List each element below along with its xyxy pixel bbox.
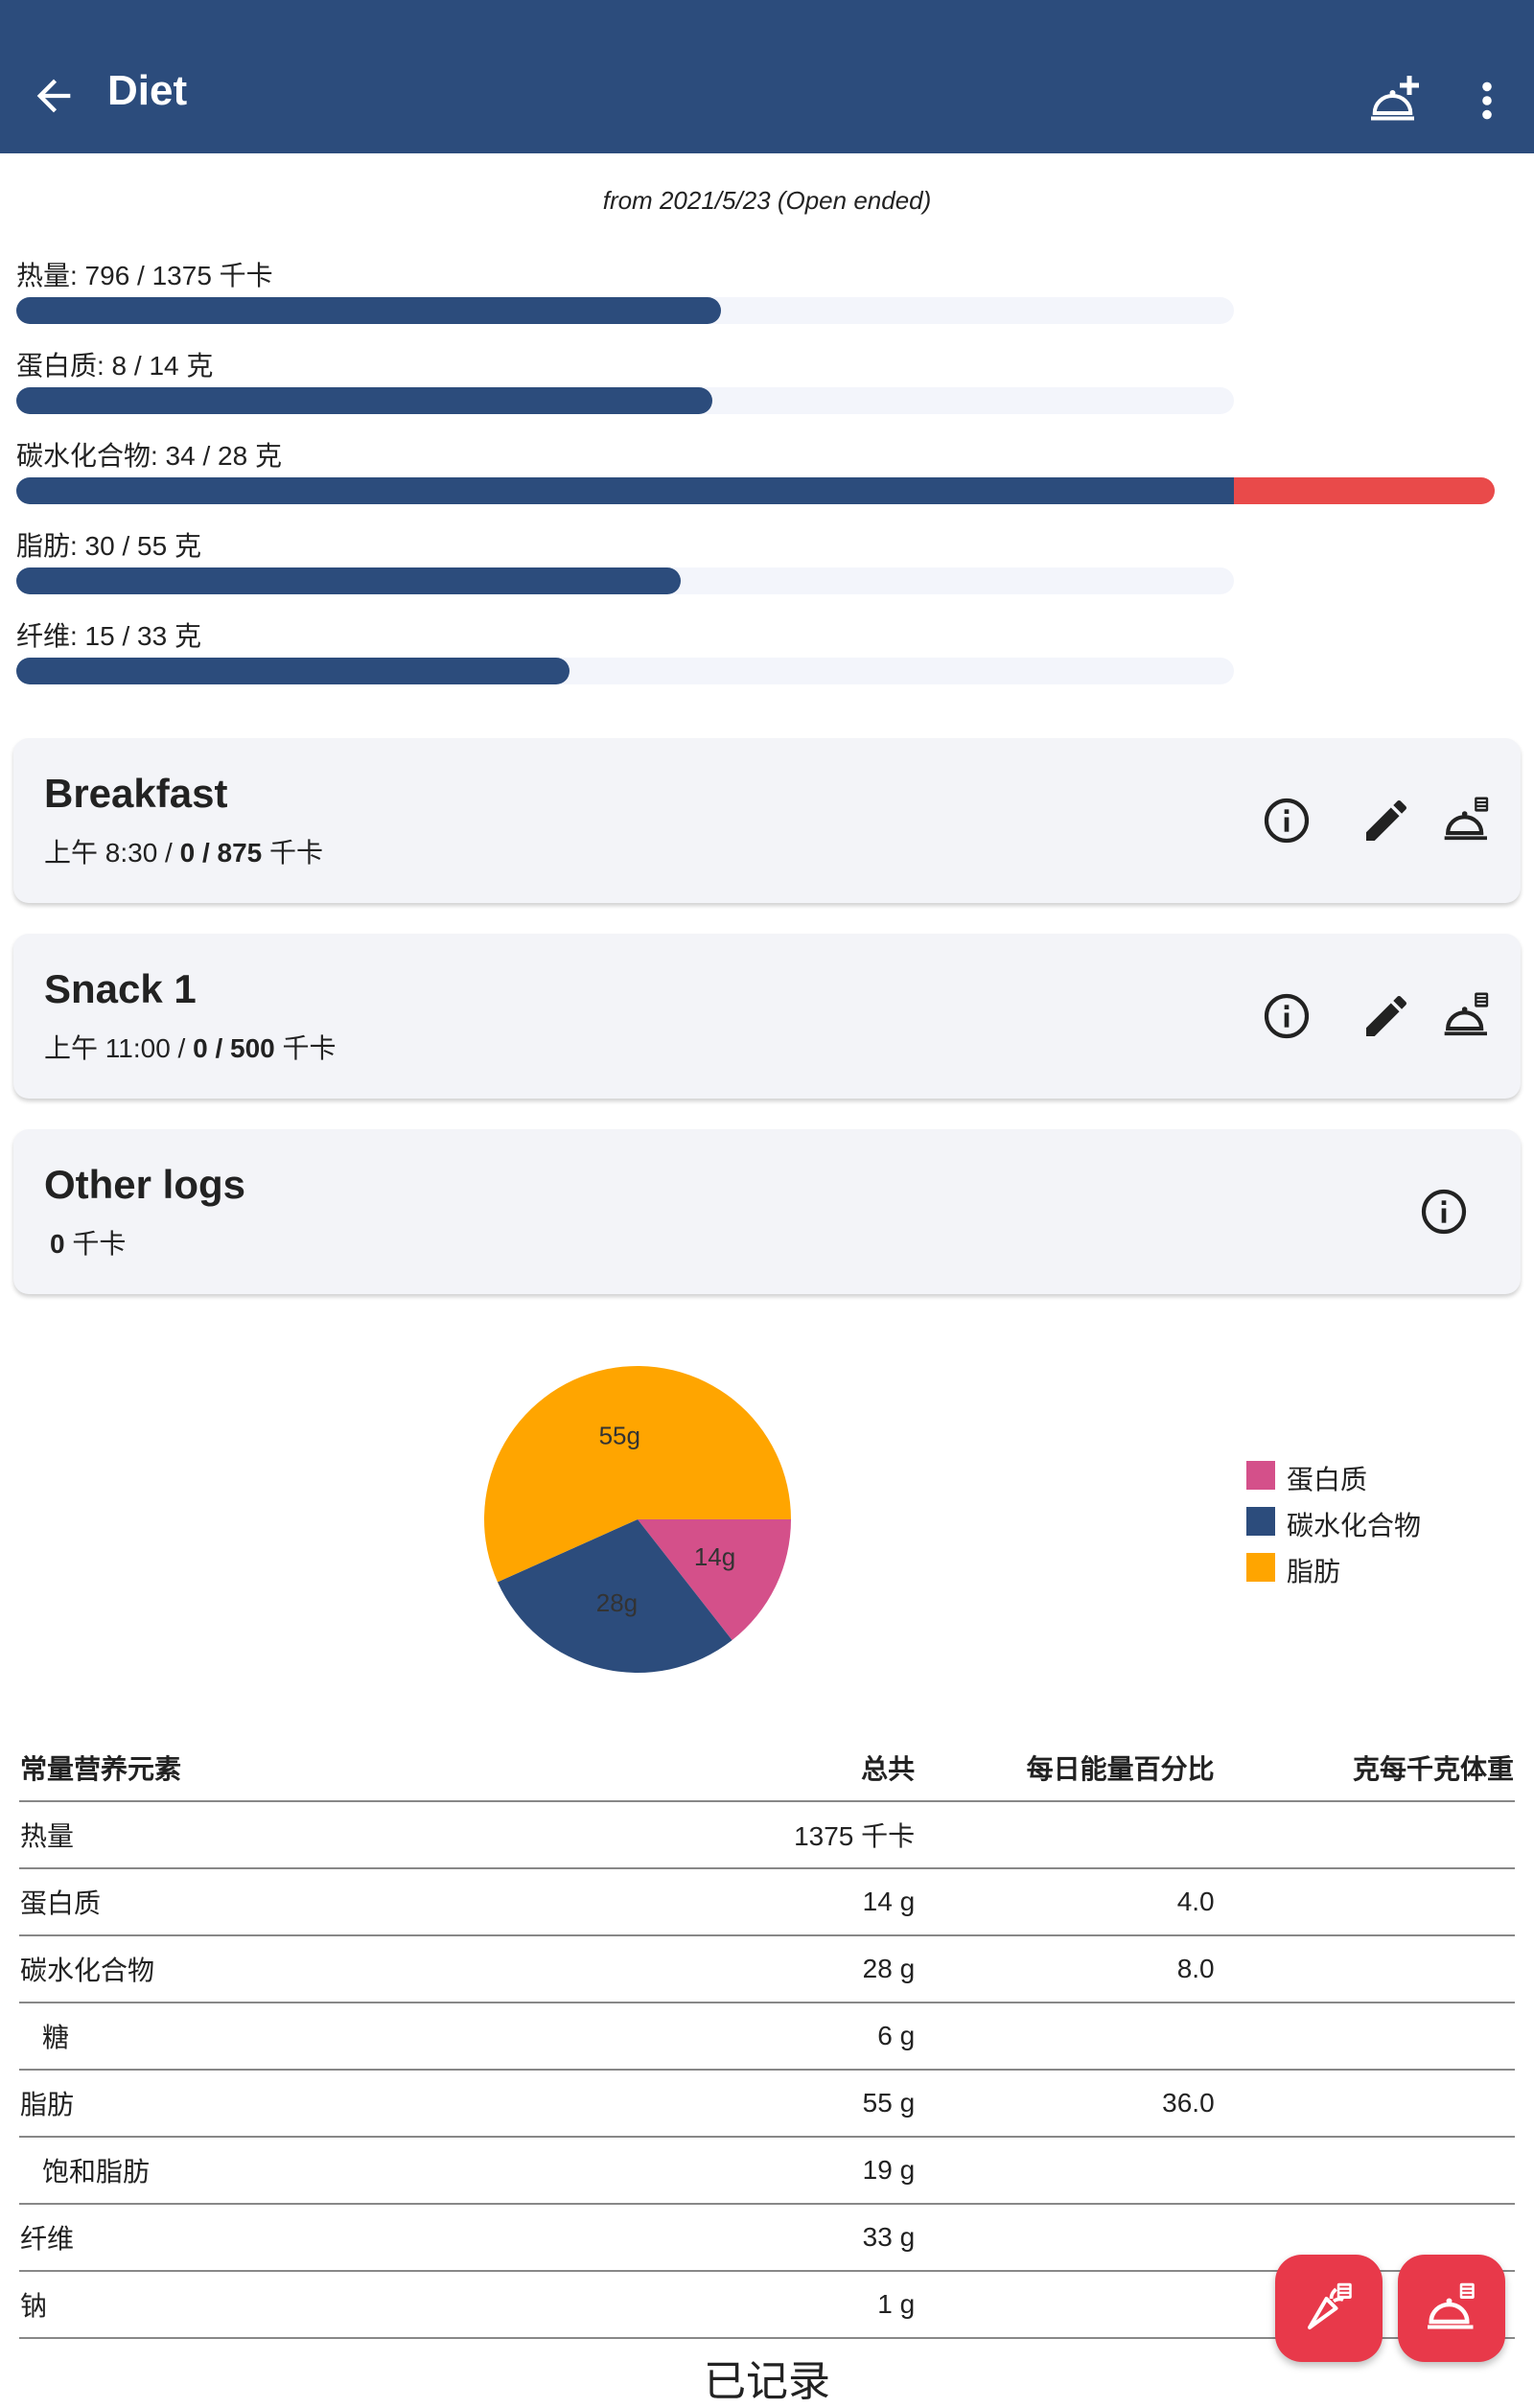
cell-total: 1 g [612,2271,917,2339]
nutrient-label-energy: 热量: 796 / 1375 千卡 [16,261,273,290]
cell-name: 碳水化合物 [19,1935,613,2003]
nutrient-label-fiber: 纤维: 15 / 33 克 [16,621,201,651]
log-ingredient-icon [1308,2282,1352,2329]
cell-g-per-kg [1215,2070,1515,2138]
pie-slice [484,1366,791,1583]
meal-title: Snack 1 [44,966,197,1011]
logged-section-title: 已记录 [704,2357,830,2406]
table-row: 饱和脂肪 19 g [19,2137,1515,2205]
table-row: 热量 1375 千卡 [19,1801,1515,1869]
cell-g-per-kg [1215,1868,1515,1936]
cell-total: 6 g [612,2003,917,2071]
cell-g-per-kg [1215,1801,1515,1869]
other-logs-card[interactable]: Other logs 0 千卡 [13,1129,1521,1294]
col-header: 克每千克体重 [1215,1735,1515,1802]
pie-slice [497,1519,732,1673]
cell-name: 钠 [19,2271,613,2339]
arrow-back-icon[interactable] [29,71,79,121]
log-meal-icon [1428,2282,1475,2329]
cell-daily-percent: 4.0 [916,1868,1216,1936]
cell-daily-percent: 8.0 [916,1935,1216,2003]
diet-period: from 2021/5/23 (Open ended) [602,186,932,215]
col-header: 总共 [612,1735,917,1802]
cell-daily-percent [916,2204,1216,2272]
cell-total: 1375 千卡 [612,1801,917,1869]
meal-title: Breakfast [44,771,228,816]
macro-table: 常量营养元素 总共 每日能量百分比 克每千克体重 热量 1375 千卡 蛋白质 14 … [19,1735,1515,2339]
cell-daily-percent [916,2271,1216,2339]
cell-daily-percent [916,2137,1216,2205]
cell-name: 糖 [19,2003,613,2071]
meal-subtitle: 上午 8:30 / 0 / 875 千卡 [44,838,324,868]
pie-slice-label: 55g [599,1421,640,1449]
cell-g-per-kg [1215,2003,1515,2071]
log-ingredient-button[interactable] [1275,2255,1383,2362]
edit-icon[interactable] [1360,989,1413,1043]
other-logs-title: Other logs [44,1162,246,1207]
edit-icon[interactable] [1360,794,1413,847]
table-header: 常量营养元素 总共 每日能量百分比 克每千克体重 [19,1735,1515,1802]
cell-total: 55 g [612,2070,917,2138]
meal-subtitle: 上午 11:00 / 0 / 500 千卡 [44,1033,337,1063]
more-vert-icon[interactable] [1470,77,1504,125]
cell-g-per-kg [1215,1935,1515,2003]
cell-daily-percent [916,1801,1216,1869]
meal-card-snack-1[interactable]: Snack 1 上午 11:00 / 0 / 500 千卡 [13,934,1521,1099]
cell-total: 33 g [612,2204,917,2272]
cell-daily-percent [916,2003,1216,2071]
pie-slice-label: 14g [694,1542,735,1571]
col-header: 常量营养元素 [19,1735,613,1802]
page-title: Diet [107,67,188,114]
nutrient-label-fat: 脂肪: 30 / 55 克 [16,531,201,561]
cell-g-per-kg [1215,2137,1515,2205]
meal-card-breakfast[interactable]: Breakfast 上午 8:30 / 0 / 875 千卡 [13,738,1521,903]
macro-pie-chart: 14g 28g 55g [484,1366,791,1673]
pie-slice-label: 28g [596,1588,638,1617]
log-meal-button[interactable] [1398,2255,1505,2362]
cell-name: 饱和脂肪 [19,2137,613,2205]
nutrient-label-carbs: 碳水化合物: 34 / 28 克 [16,441,282,471]
cell-total: 28 g [612,1935,917,2003]
table-row: 脂肪 55 g 36.0 [19,2070,1515,2138]
table-row: 纤维 33 g [19,2204,1515,2272]
add-meal-icon[interactable] [1366,71,1424,128]
log-meal-icon[interactable] [1440,794,1494,847]
cell-name: 热量 [19,1801,613,1869]
cell-name: 蛋白质 [19,1868,613,1936]
info-icon[interactable] [1417,1185,1471,1239]
info-icon[interactable] [1260,794,1313,847]
table-row: 蛋白质 14 g 4.0 [19,1868,1515,1936]
app-bar: Diet [0,0,1534,153]
cell-name: 纤维 [19,2204,613,2272]
other-logs-subtitle: 0 千卡 [50,1229,127,1259]
col-header: 每日能量百分比 [916,1735,1216,1802]
cell-total: 19 g [612,2137,917,2205]
log-meal-icon[interactable] [1440,989,1494,1043]
nutrient-label-protein: 蛋白质: 8 / 14 克 [16,351,214,381]
cell-name: 脂肪 [19,2070,613,2138]
info-icon[interactable] [1260,989,1313,1043]
cell-total: 14 g [612,1868,917,1936]
table-row: 碳水化合物 28 g 8.0 [19,1935,1515,2003]
pie-slice [638,1519,791,1641]
cell-daily-percent: 36.0 [916,2070,1216,2138]
